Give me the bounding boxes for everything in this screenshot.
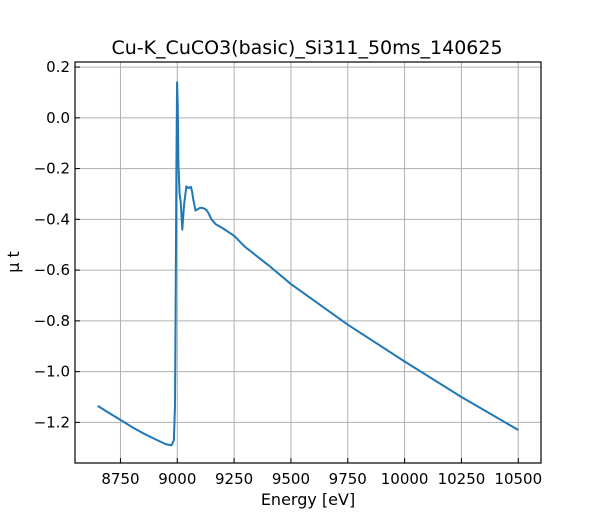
x-tick-label: 10500 [494,470,542,488]
grid [75,62,541,463]
chart-title: Cu-K_CuCO3(basic)_Si311_50ms_140625 [111,37,502,59]
y-tick-label: −0.8 [34,312,70,330]
x-tick-label: 10250 [438,470,486,488]
ticks: 8750 9000 9250 9500 9750 10000 10250 10500 0.2 0.… [34,58,543,488]
y-axis-label: μ t [4,251,23,273]
x-tick-label: 9500 [272,470,310,488]
y-tick-label: 0.2 [46,58,70,76]
x-tick-label: 9250 [215,470,253,488]
y-tick-label: −0.4 [34,210,70,228]
y-tick-label: 0.0 [46,109,70,127]
y-tick-label: −1.0 [34,363,70,381]
x-tick-label: 10000 [381,470,429,488]
x-tick-label: 9000 [158,470,196,488]
y-tick-label: −0.2 [34,160,70,178]
x-tick-label: 9750 [329,470,367,488]
y-tick-label: −0.6 [34,261,70,279]
y-tick-label: −1.2 [34,413,70,431]
x-tick-label: 8750 [101,470,139,488]
x-axis-label: Energy [eV] [261,490,355,509]
series-line [97,81,519,447]
plot-frame [74,61,542,464]
